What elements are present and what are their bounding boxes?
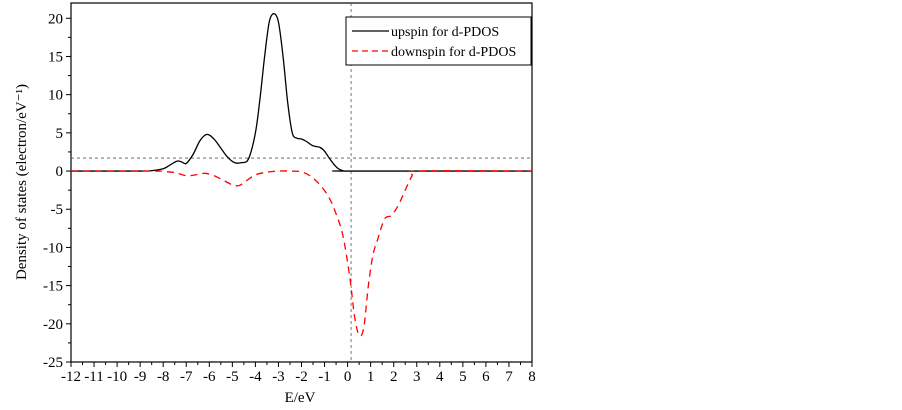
x-tick-label: -2 (295, 369, 308, 385)
x-tick-label: -9 (134, 369, 147, 385)
x-ticks: -12 -11 -10 -9 -8 -7 -6 -5 -4 -3 -2 -1 0 1 2 3 4 5 6 7 8 (61, 362, 536, 385)
legend-label-downspin: downspin for d-PDOS (391, 45, 516, 60)
x-tick-label: -7 (180, 369, 193, 385)
y-ticks: -25 -20 -15 -10 -5 0 5 10 15 20 (43, 11, 71, 371)
x-tick-label: 7 (505, 369, 513, 385)
legend-label-upspin: upspin for d-PDOS (391, 25, 499, 40)
y-axis-label: Density of states (electron/eV⁻¹) (14, 84, 30, 280)
y-tick-label: 10 (48, 88, 63, 104)
x-tick-label: 3 (413, 369, 421, 385)
y-tick-label: 15 (48, 49, 63, 65)
x-tick-label: 0 (344, 369, 352, 385)
y-tick-label: 20 (48, 11, 63, 27)
y-tick-label: -5 (51, 202, 64, 218)
x-tick-label: -12 (61, 369, 81, 385)
x-tick-label: -4 (249, 369, 262, 385)
y-tick-label: -10 (43, 240, 63, 256)
y-tick-label: -20 (43, 317, 63, 333)
y-tick-label: 0 (56, 164, 64, 180)
upspin-line (70, 13, 533, 172)
series-lines (70, 13, 533, 337)
x-tick-label: 6 (482, 369, 490, 385)
y-tick-label: 5 (56, 126, 64, 142)
x-tick-label: 1 (367, 369, 375, 385)
legend-box (345, 16, 532, 66)
y-tick-label: -25 (43, 355, 63, 371)
legend: upspin for d-PDOS downspin for d-PDOS (345, 16, 532, 66)
y-tick-label: -15 (43, 279, 63, 295)
x-tick-label: -6 (203, 369, 216, 385)
x-axis-label: E/eV (285, 390, 316, 405)
x-tick-label: 5 (459, 369, 467, 385)
x-tick-label: -10 (107, 369, 127, 385)
x-tick-label: -11 (84, 369, 103, 385)
downspin-line (70, 170, 533, 337)
x-tick-label: 2 (390, 369, 398, 385)
x-tick-label: 4 (436, 369, 444, 385)
x-tick-label: -3 (272, 369, 285, 385)
x-tick-label: -1 (318, 369, 331, 385)
x-tick-label: -5 (226, 369, 239, 385)
x-tick-label: -8 (157, 369, 170, 385)
x-tick-label: 8 (528, 369, 536, 385)
